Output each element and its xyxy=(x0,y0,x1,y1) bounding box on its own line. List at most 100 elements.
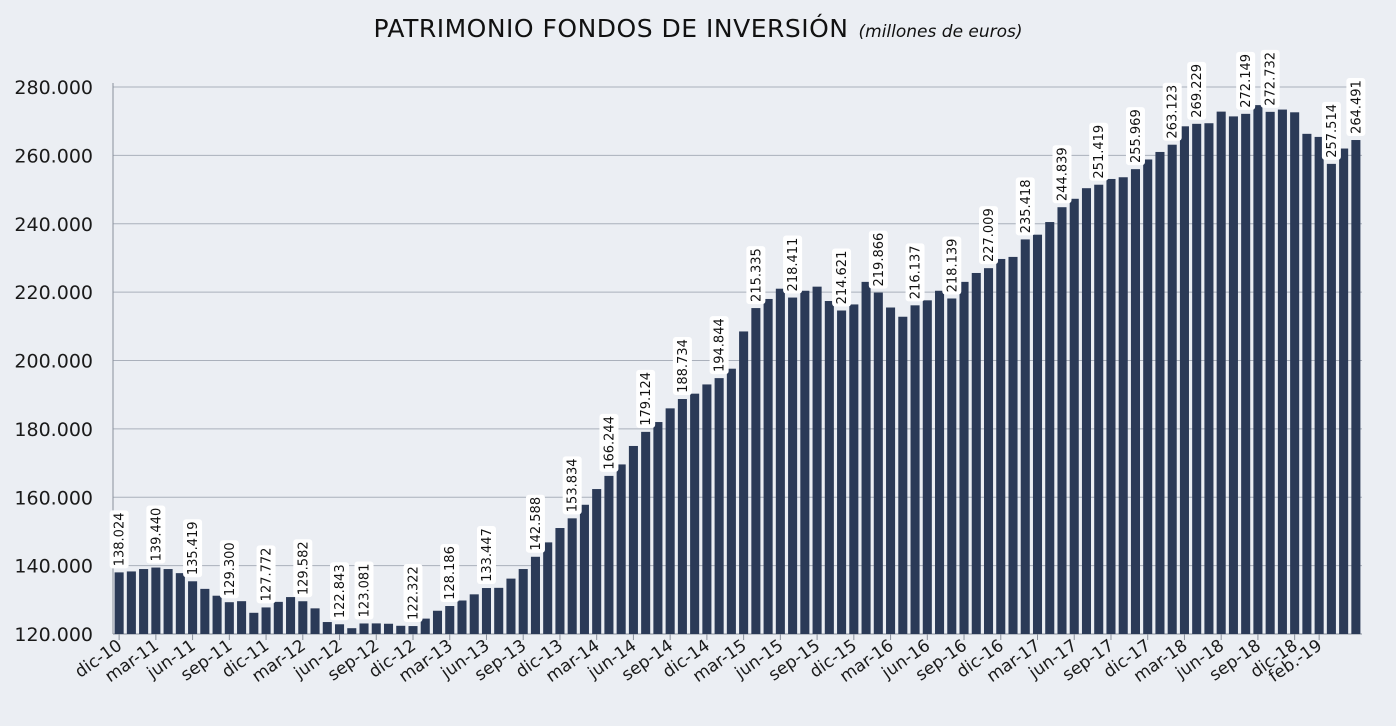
data-label: 122.843 xyxy=(333,564,348,618)
y-tick-label: 200.000 xyxy=(14,351,93,373)
bar xyxy=(1130,169,1140,634)
data-label-box xyxy=(562,456,582,515)
data-label-box xyxy=(709,316,729,375)
data-label: 218.139 xyxy=(945,239,960,293)
bar xyxy=(383,623,394,634)
bar xyxy=(481,588,492,634)
data-label: 272.732 xyxy=(1264,52,1279,106)
data-label: 123.081 xyxy=(358,564,373,618)
bar xyxy=(114,572,124,634)
bar xyxy=(445,606,455,634)
bar xyxy=(408,626,418,634)
data-label: 138.024 xyxy=(113,512,128,566)
bar xyxy=(677,399,687,634)
data-label: 179.124 xyxy=(639,372,654,426)
bar xyxy=(579,504,589,634)
bar xyxy=(1167,144,1177,634)
data-label-box xyxy=(146,505,166,564)
data-label-box xyxy=(1236,51,1256,110)
bar xyxy=(335,624,345,634)
data-label: 128.186 xyxy=(443,546,458,600)
bar xyxy=(469,594,479,634)
data-label: 244.839 xyxy=(1055,147,1070,201)
bar xyxy=(788,297,798,634)
data-label-box xyxy=(1052,145,1072,204)
data-label: 215.335 xyxy=(749,248,764,302)
bar xyxy=(1106,178,1116,635)
bar xyxy=(1314,136,1324,634)
bar xyxy=(959,281,969,634)
bar xyxy=(726,368,736,634)
data-label: 227.009 xyxy=(982,208,997,262)
bar xyxy=(1045,222,1055,634)
data-label-box xyxy=(293,539,313,598)
bar xyxy=(1216,111,1226,635)
bar xyxy=(763,298,773,634)
bar xyxy=(298,601,308,634)
data-label: 251.419 xyxy=(1092,125,1107,179)
data-label-box xyxy=(868,230,888,289)
data-label-box xyxy=(942,236,962,295)
data-label-box xyxy=(525,494,545,553)
bar xyxy=(628,445,638,634)
data-label: 255.969 xyxy=(1129,109,1144,163)
bar xyxy=(1277,109,1287,635)
bar xyxy=(371,623,381,634)
bar xyxy=(996,258,1006,634)
bar xyxy=(800,290,810,634)
bar xyxy=(898,316,908,634)
bar xyxy=(261,607,271,634)
data-label: 142.588 xyxy=(529,497,544,551)
bar xyxy=(432,610,443,634)
bar xyxy=(237,601,247,634)
chart-title: PATRIMONIO FONDOS DE INVERSIÓN (millones … xyxy=(0,14,1396,43)
bar xyxy=(1081,188,1092,634)
y-tick-label: 160.000 xyxy=(14,487,93,509)
bar xyxy=(604,475,614,634)
bar xyxy=(1179,126,1189,635)
bar xyxy=(249,612,259,634)
bar xyxy=(347,628,357,634)
bar xyxy=(322,622,332,634)
data-label-box xyxy=(783,235,803,294)
bar xyxy=(1008,256,1018,634)
data-label-box xyxy=(440,544,460,603)
data-label: 122.322 xyxy=(407,566,422,620)
bar xyxy=(1192,123,1202,634)
bar xyxy=(922,300,932,634)
bar xyxy=(1118,177,1128,634)
bar xyxy=(935,290,945,634)
y-tick-label: 140.000 xyxy=(14,556,93,578)
bar xyxy=(1020,239,1030,634)
y-tick-label: 220.000 xyxy=(14,282,93,304)
bar xyxy=(188,581,198,634)
bar xyxy=(849,304,859,634)
bar xyxy=(310,608,320,634)
bar xyxy=(690,393,700,634)
bar xyxy=(714,378,724,634)
data-label-box xyxy=(1321,101,1341,160)
bar xyxy=(947,298,957,634)
chart-subtitle: (millones de euros) xyxy=(858,22,1023,42)
bar xyxy=(1094,184,1104,634)
bar xyxy=(396,625,406,634)
data-label-box xyxy=(403,564,423,623)
bar xyxy=(592,489,602,634)
bar xyxy=(1290,112,1300,634)
bar xyxy=(775,288,785,634)
bar xyxy=(910,305,920,634)
data-label-box xyxy=(256,545,276,604)
y-tick-label: 120.000 xyxy=(14,624,93,646)
bar xyxy=(151,567,161,634)
bar xyxy=(1326,163,1336,634)
data-label: 127.772 xyxy=(260,548,275,602)
bar xyxy=(837,310,847,634)
data-label: 269.229 xyxy=(1190,64,1205,118)
bar xyxy=(1302,133,1312,635)
data-label: 263.123 xyxy=(1166,85,1181,139)
data-label: 153.834 xyxy=(566,458,581,512)
data-label-box xyxy=(1260,49,1280,108)
data-label: 214.621 xyxy=(835,251,850,305)
